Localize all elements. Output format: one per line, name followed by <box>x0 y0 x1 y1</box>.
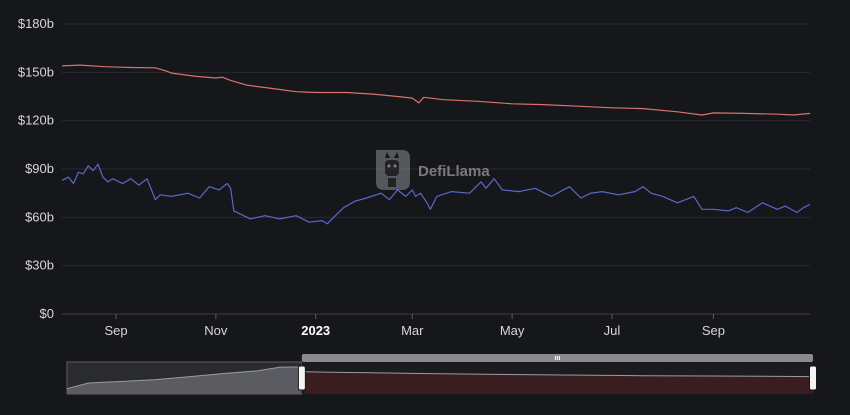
y-tick-label: $150b <box>18 64 54 79</box>
x-tick-label: May <box>500 323 525 338</box>
grid-lines <box>62 23 810 315</box>
brush-overview-right <box>305 371 813 394</box>
x-tick-label: Sep <box>104 323 127 338</box>
watermark-text: DefiLlama <box>418 163 490 180</box>
brush-right-handle[interactable] <box>809 365 817 391</box>
x-tick-label: Jul <box>604 323 621 338</box>
series-line-2 <box>61 163 811 225</box>
x-axis: Sep Nov 2023 Mar May Jul Sep <box>104 314 725 338</box>
y-tick-label: $120b <box>18 113 54 128</box>
x-tick-label: Sep <box>702 323 725 338</box>
grip-line <box>558 356 560 360</box>
brush-overview-left <box>67 367 301 394</box>
x-tick-label: Mar <box>401 323 424 338</box>
y-tick-label: $30b <box>25 258 54 273</box>
brush-overview-left-line <box>66 366 301 390</box>
y-tick-label: $60b <box>25 209 54 224</box>
y-tick-label: $90b <box>25 161 54 176</box>
x-tick-label: 2023 <box>301 323 330 338</box>
series-lines <box>61 64 811 225</box>
y-axis-labels: $0 $30b $60b $90b $120b $150b $180b <box>18 16 54 321</box>
range-brush[interactable] <box>66 354 817 395</box>
series-line-1 <box>61 64 811 116</box>
y-tick-label: $0 <box>40 306 54 321</box>
grip-line <box>556 356 558 360</box>
llama-logo-icon <box>376 150 410 190</box>
brush-overview-right-line <box>305 371 814 378</box>
y-tick-label: $180b <box>18 16 54 31</box>
brush-left-handle[interactable] <box>297 365 306 391</box>
grip-line <box>554 356 556 360</box>
brush-overview-series <box>66 366 814 394</box>
watermark: DefiLlama <box>376 150 490 190</box>
x-tick-label: Nov <box>204 323 228 338</box>
brush-grip-icon[interactable] <box>554 356 560 360</box>
